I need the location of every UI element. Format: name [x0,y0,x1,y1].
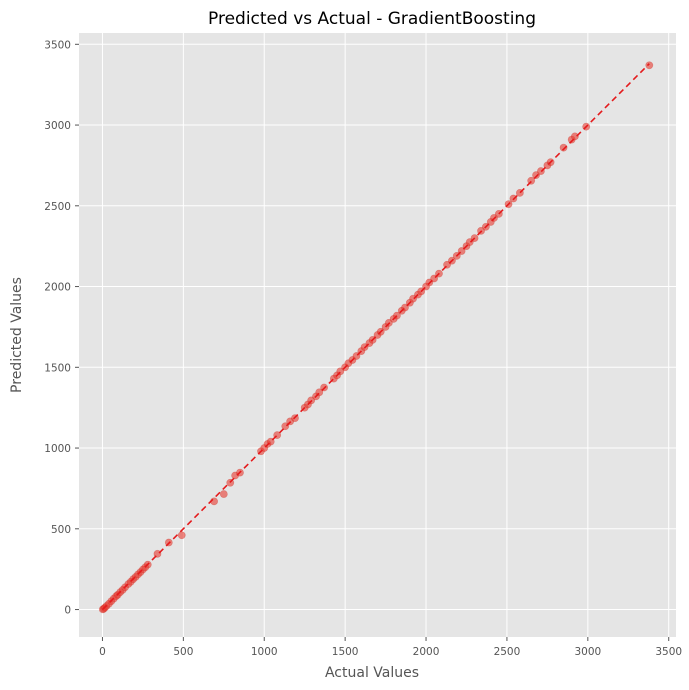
y-tick-label: 3000 [44,120,71,132]
y-tick-label: 1500 [44,362,71,374]
x-tick-label: 2500 [494,646,521,658]
data-point [570,132,579,141]
data-point [532,171,540,180]
y-tick-labels: 0 500 1000 1500 2000 2500 3000 3500 [44,39,79,617]
data-point [559,143,568,152]
y-axis-title: Predicted Values [9,277,25,393]
y-tick-label: 3500 [44,39,71,51]
y-tick-label: 1000 [44,443,71,455]
x-tick-label: 0 [99,646,106,658]
gridlines [79,33,676,637]
y-tick-label: 2500 [44,201,71,213]
y-tick-label: 2000 [44,282,71,294]
chart-title: Predicted vs Actual - GradientBoosting [208,9,536,29]
x-tick-label: 1000 [251,646,278,658]
data-point [645,61,654,70]
x-tick-labels: 0 500 1000 1500 2000 2500 3000 3500 [99,637,682,658]
x-tick-label: 3000 [574,646,601,658]
data-point [219,490,228,498]
reference-line [101,63,650,611]
x-tick-label: 3500 [655,646,682,658]
y-tick-label: 500 [51,524,71,536]
x-tick-label: 500 [173,646,193,658]
x-tick-label: 1500 [332,646,359,658]
x-tick-label: 2000 [413,646,440,658]
data-point [177,531,186,540]
y-tick-label: 0 [64,605,71,617]
x-axis-title: Actual Values [325,665,419,681]
